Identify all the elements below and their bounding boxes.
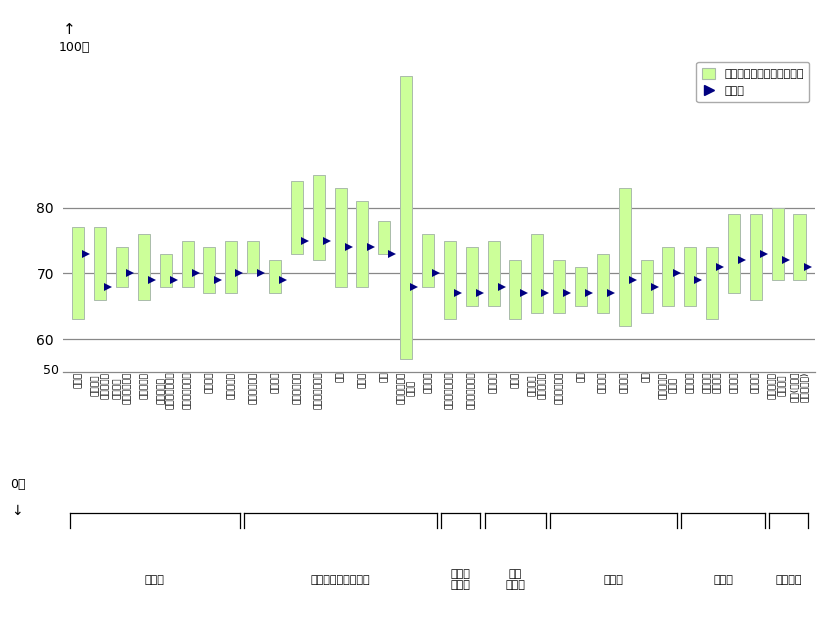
Bar	[794, 214, 806, 280]
Bar	[356, 201, 369, 287]
Bar	[203, 247, 215, 293]
Bar	[618, 188, 631, 326]
Text: 飲食: 飲食	[336, 372, 345, 382]
Text: 百貨店: 百貨店	[74, 372, 83, 388]
Bar	[531, 234, 543, 313]
Bar	[750, 214, 762, 300]
Text: 損害保険: 損害保険	[620, 372, 629, 393]
Bar	[685, 247, 696, 306]
Text: ↑: ↑	[63, 21, 76, 37]
Bar	[72, 227, 84, 319]
Text: 教育サービス: 教育サービス	[554, 372, 564, 404]
Text: 衣料品店: 衣料品店	[205, 372, 214, 393]
Text: クレジット
カード: クレジット カード	[659, 372, 678, 399]
Text: 自動車販売店: 自動車販売店	[249, 372, 258, 404]
Text: 生命保険: 生命保険	[598, 372, 607, 393]
Bar	[269, 260, 281, 293]
Text: 生活
支援系: 生活 支援系	[506, 569, 525, 590]
Text: パーリーグ
野球観戦: パーリーグ 野球観戦	[769, 372, 787, 399]
Text: 金融系: 金融系	[604, 575, 623, 585]
Text: 近郊長距離交通: 近郊長距離交通	[467, 372, 476, 410]
Text: 50: 50	[43, 364, 59, 377]
Text: フィット
ネスクラブ: フィット ネスクラブ	[528, 372, 547, 399]
Text: 事務機器: 事務機器	[685, 372, 695, 393]
Bar	[94, 227, 106, 300]
Bar	[160, 254, 171, 287]
Text: カフェ: カフェ	[358, 372, 367, 388]
Bar	[487, 241, 500, 306]
Bar	[400, 76, 412, 359]
Text: 家電量販店: 家電量販店	[139, 372, 149, 399]
Text: 銀行(借入・
貯蓄・投資): 銀行(借入・ 貯蓄・投資)	[790, 372, 809, 402]
Bar	[728, 214, 740, 293]
Text: 国際航空: 国際航空	[423, 372, 433, 393]
Bar	[247, 241, 260, 273]
Bar	[444, 241, 456, 319]
Text: 0点: 0点	[10, 478, 25, 491]
Text: 宅配便: 宅配便	[511, 372, 520, 388]
Bar	[596, 254, 609, 313]
Bar	[334, 188, 347, 287]
Bar	[706, 247, 718, 319]
Text: 国内長距離交通: 国内長距離交通	[445, 372, 454, 410]
Text: 通信販売: 通信販売	[270, 372, 280, 393]
Text: 電力小売: 電力小売	[729, 372, 738, 393]
Text: 銀行: 銀行	[576, 372, 585, 382]
Text: シティホテル: シティホテル	[292, 372, 302, 404]
Bar	[509, 260, 522, 319]
Text: 各種専門店: 各種専門店	[227, 372, 236, 399]
Bar	[116, 247, 128, 287]
Text: 観光・飲食・交通系: 観光・飲食・交通系	[311, 575, 370, 585]
Text: ↓: ↓	[11, 504, 23, 518]
Bar	[772, 208, 784, 280]
Bar	[575, 267, 587, 306]
Text: 特別調査: 特別調査	[775, 575, 802, 585]
Bar	[312, 175, 325, 260]
Text: ガス小売: ガス小売	[751, 372, 760, 393]
Text: スーパー
マーケット: スーパー マーケット	[91, 372, 109, 399]
Text: 旅行: 旅行	[380, 372, 389, 382]
Text: エンタテイン
メント: エンタテイン メント	[396, 372, 416, 404]
Text: 通信・
物流系: 通信・ 物流系	[451, 569, 470, 590]
Bar	[138, 234, 150, 300]
Bar	[225, 241, 237, 293]
Bar	[553, 260, 565, 313]
Bar	[465, 247, 478, 306]
Bar	[378, 221, 391, 254]
Text: ドラッグストア: ドラッグストア	[183, 372, 192, 410]
Text: その他: その他	[713, 575, 733, 585]
Text: 100点: 100点	[59, 40, 90, 54]
Bar	[663, 247, 675, 306]
Text: 証券: 証券	[642, 372, 651, 382]
Bar	[291, 181, 303, 254]
Bar	[422, 234, 434, 287]
Text: 携帯電話: 携帯電話	[489, 372, 498, 393]
Text: 小売系: 小売系	[144, 575, 165, 585]
Text: 生活用品店
ホームセンター: 生活用品店 ホームセンター	[156, 372, 175, 410]
Legend: 最高点から最低点までの幅, 中央値: 最高点から最低点までの幅, 中央値	[696, 62, 809, 102]
Text: コンビニ
エンスストア: コンビニ エンスストア	[113, 372, 131, 404]
Text: 住設機器
サービス: 住設機器 サービス	[703, 372, 722, 393]
Text: ビジネスホテル: ビジネスホテル	[314, 372, 323, 410]
Bar	[181, 241, 193, 287]
Bar	[641, 260, 653, 313]
